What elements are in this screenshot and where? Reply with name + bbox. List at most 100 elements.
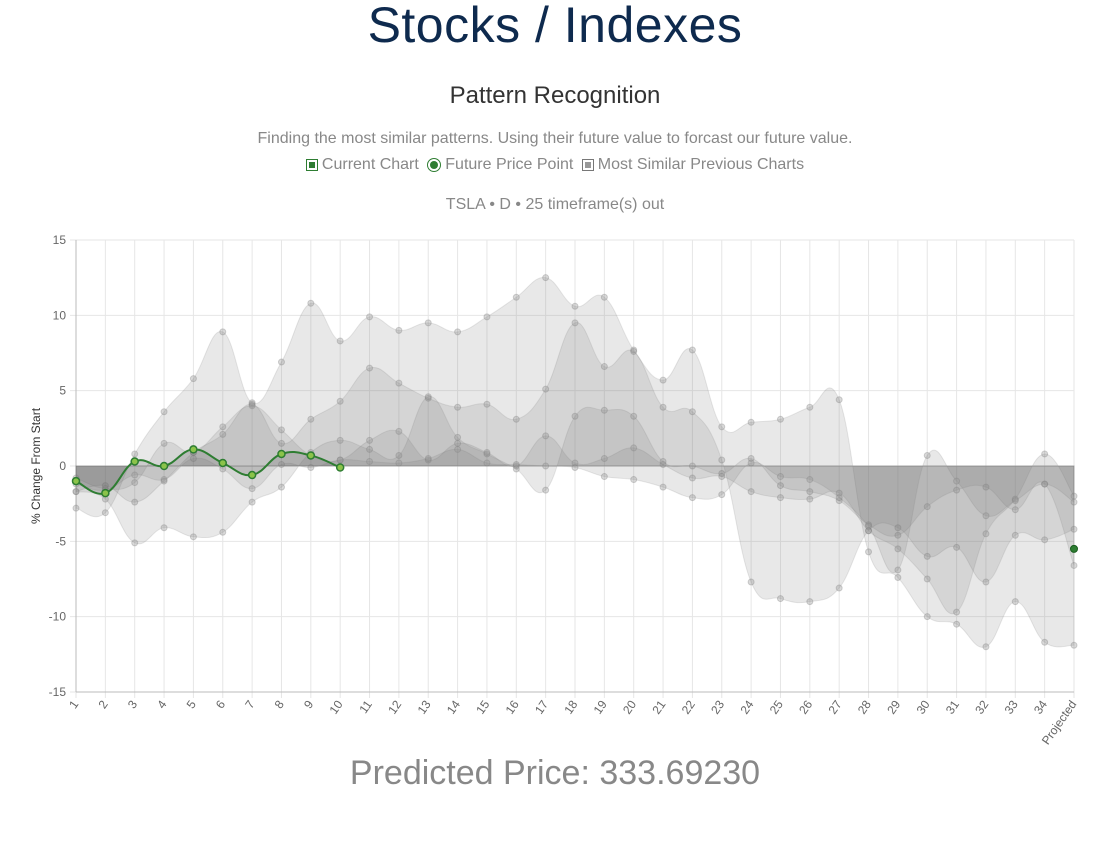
similar-charts-square-icon — [581, 159, 594, 171]
similar-chart-point — [894, 566, 902, 574]
similar-chart-point — [454, 445, 462, 453]
similar-chart-point — [424, 393, 432, 401]
similar-chart-point — [160, 408, 168, 416]
similar-chart-point — [659, 403, 667, 411]
legend-label-future: Future Price Point — [445, 156, 574, 173]
similar-chart-area — [75, 322, 1075, 604]
similar-chart-point — [483, 459, 491, 467]
similar-chart-point — [366, 445, 374, 453]
y-tick-label: 5 — [59, 384, 66, 398]
similar-chart-point — [307, 415, 315, 423]
x-tick-label: 33 — [1002, 697, 1021, 716]
similar-chart-point — [72, 504, 80, 512]
similar-chart-point — [894, 531, 902, 539]
x-tick-label: 7 — [242, 697, 257, 711]
similar-chart-point — [336, 456, 344, 464]
y-tick-label: -15 — [49, 685, 67, 699]
similar-chart-point — [630, 347, 638, 355]
legend-item-current[interactable]: Current Chart — [305, 156, 419, 174]
similar-chart-point — [718, 423, 726, 431]
current-chart-square-icon — [305, 159, 318, 171]
similar-chart-point — [865, 522, 873, 530]
similar-chart-point — [219, 423, 227, 431]
similar-chart-point — [395, 451, 403, 459]
section-title: Pattern Recognition — [449, 82, 661, 109]
similar-chart-point — [542, 432, 550, 440]
similar-chart-point — [806, 403, 814, 411]
similar-chart-point — [894, 524, 902, 532]
similar-chart-point — [718, 473, 726, 481]
x-tick-label: 32 — [972, 697, 991, 716]
similar-chart-point — [600, 406, 608, 414]
similar-chart-point — [336, 337, 344, 345]
similar-chart-point — [542, 462, 550, 470]
section-description: Finding the most similar patterns. Using… — [257, 130, 853, 147]
x-tick-label: 21 — [649, 697, 668, 716]
similar-chart-point — [131, 479, 139, 487]
similar-chart-area — [75, 396, 1075, 566]
x-tick-label: 27 — [826, 697, 845, 716]
similar-chart-point — [923, 575, 931, 583]
similar-chart-point — [718, 491, 726, 499]
similar-chart-point — [659, 376, 667, 384]
similar-chart-point — [336, 456, 344, 464]
current-chart-point — [159, 461, 169, 471]
page-title: Stocks / Indexes — [367, 0, 743, 53]
similar-chart-point — [219, 528, 227, 536]
similar-chart-point — [248, 399, 256, 407]
x-tick-label: 24 — [737, 697, 756, 716]
similar-chart-point — [923, 613, 931, 621]
similar-chart-point — [366, 457, 374, 465]
similar-chart-point — [131, 450, 139, 458]
similar-chart-point — [424, 319, 432, 327]
similar-chart-point — [1041, 480, 1049, 488]
similar-chart-point — [1041, 638, 1049, 646]
similar-chart-point — [923, 451, 931, 459]
legend-item-similar[interactable]: Most Similar Previous Charts — [581, 156, 804, 174]
similar-chart-point — [542, 486, 550, 494]
x-tick-label: 6 — [213, 697, 228, 711]
similar-chart-point — [72, 488, 80, 496]
similar-chart-point — [395, 459, 403, 467]
similar-chart-point — [865, 527, 873, 535]
x-tick-label: 19 — [591, 697, 610, 716]
similar-chart-point — [219, 328, 227, 336]
similar-chart-point — [336, 436, 344, 444]
similar-chart-point — [1070, 492, 1078, 500]
similar-chart-point — [189, 533, 197, 541]
similar-chart-point — [454, 433, 462, 441]
x-tick-label: 34 — [1031, 697, 1050, 716]
chart-legend: Current Chart Future Price Point Most Si… — [0, 156, 1110, 174]
current-chart-point — [71, 476, 81, 486]
similar-chart-point — [953, 486, 961, 494]
similar-chart-point — [483, 400, 491, 408]
y-tick-label: -10 — [49, 610, 67, 624]
y-tick-label: -5 — [55, 534, 66, 548]
similar-chart-point — [248, 402, 256, 410]
similar-chart-point — [747, 454, 755, 462]
x-tick-label: 11 — [356, 697, 375, 716]
similar-chart-point — [835, 584, 843, 592]
similar-chart-point — [923, 552, 931, 560]
similar-chart-point — [72, 488, 80, 496]
similar-chart-point — [659, 483, 667, 491]
x-tick-label: 29 — [884, 697, 903, 716]
similar-chart-point — [718, 456, 726, 464]
future-point-circle-icon — [427, 158, 442, 172]
similar-chart-point — [542, 385, 550, 393]
x-tick-label: 18 — [561, 697, 580, 716]
current-chart-point — [335, 463, 345, 472]
similar-chart-point — [630, 476, 638, 484]
similar-chart-point — [571, 464, 579, 472]
legend-item-future[interactable]: Future Price Point — [427, 156, 573, 174]
x-tick-label: 2 — [96, 697, 111, 711]
y-tick-label: 10 — [53, 308, 67, 322]
similar-chart-point — [131, 539, 139, 547]
x-tick-label: 22 — [679, 697, 698, 716]
similar-chart-point — [160, 524, 168, 532]
similar-chart-point — [1011, 598, 1019, 606]
legend-label-current: Current Chart — [321, 156, 419, 173]
current-chart-point — [130, 457, 139, 466]
similar-chart-point — [630, 412, 638, 420]
similar-chart-point — [160, 439, 168, 447]
